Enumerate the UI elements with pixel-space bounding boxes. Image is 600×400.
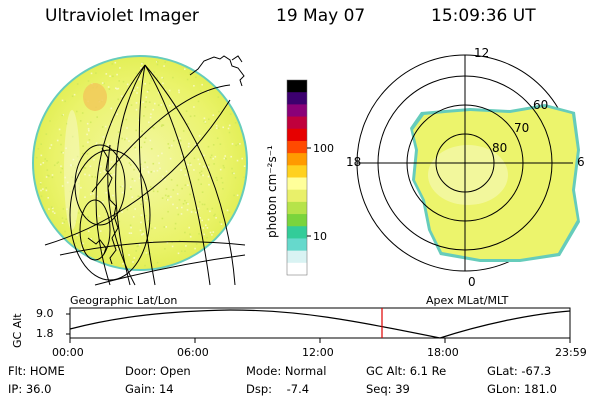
mlt-label-0: 0 <box>468 275 476 289</box>
mlt-label-6: 6 <box>577 155 585 169</box>
time-label: 15:09:36 UT <box>431 6 536 26</box>
coastline <box>87 55 245 265</box>
mlat-label-60: 60 <box>533 98 549 112</box>
time-tick-0600: 06:00 <box>177 346 209 359</box>
colorbar-band <box>287 104 307 118</box>
info-dsp: Dsp: -7.4 <box>246 382 310 396</box>
polar-grid <box>357 55 573 271</box>
polar-image <box>356 54 580 272</box>
colorbar-band <box>287 128 307 142</box>
geographic-grid <box>44 64 246 286</box>
info-flight: Flt: HOME <box>8 364 65 378</box>
geographic-image <box>32 55 248 286</box>
time-tick-1800: 18:00 <box>427 346 459 359</box>
app-title: Ultraviolet Imager <box>45 6 199 26</box>
info-gain: Gain: 14 <box>125 382 174 396</box>
colorbar-band <box>287 92 307 105</box>
time-tick-1200: 12:00 <box>302 346 334 359</box>
bright-patch <box>83 83 107 111</box>
date-label: 19 May 07 <box>276 6 366 26</box>
colorbar-band <box>287 116 307 130</box>
colorbar-tick-label-100: 100 <box>313 142 334 155</box>
colorbar-band <box>287 177 307 191</box>
info-door: Door: Open <box>125 364 191 378</box>
mlat-label-70: 70 <box>514 121 530 135</box>
colorbar-band <box>287 153 307 166</box>
info-gc-alt: GC Alt: 6.1 Re <box>366 364 447 378</box>
time-tick-2359: 23:59 <box>555 346 587 359</box>
time-tick-0000: 00:00 <box>52 346 84 359</box>
altitude-curve <box>69 309 571 339</box>
mlat-label-80: 80 <box>492 141 508 155</box>
colorbar-tick-label-10: 10 <box>313 230 327 243</box>
colorbar-band <box>287 238 307 252</box>
altitude-ytick-min: 1.8 <box>36 327 54 340</box>
mlt-label-12: 12 <box>474 46 490 60</box>
info-mode: Mode: Normal <box>246 364 327 378</box>
colorbar-band <box>287 80 307 93</box>
colorbar-band <box>287 189 307 203</box>
geographic-panel-label: Geographic Lat/Lon <box>70 294 178 307</box>
colorbar-band <box>287 250 307 264</box>
mlt-label-18: 18 <box>346 155 362 169</box>
colorbar-band <box>287 165 307 178</box>
colorbar-band <box>287 140 307 154</box>
colorbar-band <box>287 214 307 227</box>
info-ip: IP: 36.0 <box>8 382 52 396</box>
altitude-axis-label: GC Alt <box>11 313 24 348</box>
altitude-ytick-max: 9.0 <box>36 307 54 320</box>
info-glon: GLon: 181.0 <box>487 382 557 396</box>
colorbar <box>286 79 311 276</box>
colorbar-band <box>287 226 307 239</box>
colorbar-band <box>287 201 307 215</box>
info-seq: Seq: 39 <box>366 382 410 396</box>
colorbar-band <box>287 262 307 276</box>
info-glat: GLat: -67.3 <box>487 364 552 378</box>
colorbar-label: photon cm⁻²s⁻¹ <box>265 145 279 238</box>
image-speckle <box>35 60 246 267</box>
altitude-plot <box>66 307 571 343</box>
polar-panel-label: Apex MLat/MLT <box>426 294 509 307</box>
